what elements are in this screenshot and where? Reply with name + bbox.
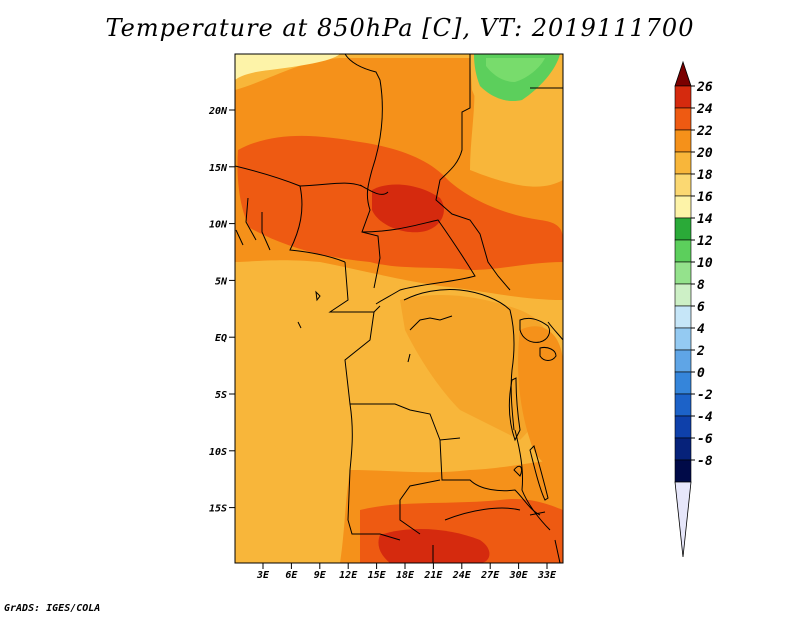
colorbar-label: 12 <box>697 234 713 249</box>
colorbar-label: 2 <box>696 344 705 359</box>
colorbar-label: 20 <box>696 146 713 161</box>
colorbar-label: 26 <box>696 80 713 95</box>
grads-credit: GrADS: IGES/COLA <box>4 603 101 614</box>
colorbar-label: 4 <box>697 322 705 337</box>
lat-tick-label: 20N <box>208 106 228 117</box>
lon-tick-label: 27E <box>480 570 500 581</box>
colorbar-label: 22 <box>696 124 713 139</box>
colorbar-label: 10 <box>697 256 713 271</box>
colorbar-label: 8 <box>697 278 705 293</box>
lat-tick-label: 5S <box>215 390 227 401</box>
colorbar-box <box>674 261 692 285</box>
lat-tick-label: 15N <box>209 163 228 174</box>
lon-tick-label: 15E <box>368 570 387 581</box>
lat-tick-label: 15S <box>209 504 227 515</box>
colorbar-label: 16 <box>697 190 713 205</box>
colorbar-box <box>674 459 692 483</box>
latitude-axis: 20N 15N 10N 5N EQ 5S 10S 15S <box>208 106 235 515</box>
colorbar-label: 24 <box>696 102 713 117</box>
map-title: Temperature at 850hPa [C], VT: 201911170… <box>105 14 695 42</box>
lon-tick-label: 12E <box>339 570 358 581</box>
colorbar-box <box>674 151 692 175</box>
colorbar-label: -2 <box>697 388 713 403</box>
colorbar-box <box>674 415 692 439</box>
lat-tick-label: EQ <box>215 333 227 344</box>
colorbar-box <box>674 349 692 373</box>
colorbar-box <box>674 239 692 263</box>
lon-tick-label: 30E <box>509 570 529 581</box>
colorbar-label: 6 <box>697 300 705 315</box>
lon-tick-label: 18E <box>396 570 415 581</box>
colorbar-box <box>674 85 692 109</box>
colorbar-box <box>674 393 692 417</box>
colorbar-bottom-arrow <box>674 481 692 558</box>
colorbar-box <box>674 327 692 351</box>
colorbar-box <box>674 173 692 197</box>
longitude-axis: 3E 6E 9E 12E 15E 18E 21E 24E 27E 30E 33E <box>256 563 557 581</box>
colorbar-label: 18 <box>697 168 713 183</box>
colorbar-label: -6 <box>697 432 713 447</box>
lon-tick-label: 9E <box>314 570 327 581</box>
country-borders <box>235 54 563 563</box>
colorbar-box <box>674 283 692 307</box>
colorbar-label: 0 <box>697 366 705 381</box>
temperature-field <box>235 54 563 563</box>
lon-tick-label: 6E <box>285 570 298 581</box>
lon-tick-label: 24E <box>452 570 472 581</box>
colorbar-box <box>674 437 692 461</box>
lon-tick-label: 21E <box>423 570 443 581</box>
colorbar-top-arrow <box>674 60 692 87</box>
colorbar-box <box>674 217 692 241</box>
colorbar-box <box>674 129 692 153</box>
lon-tick-label: 33E <box>537 570 557 581</box>
colorbar-box <box>674 371 692 395</box>
lat-tick-label: 10N <box>209 220 228 231</box>
colorbar-label: -4 <box>697 410 713 425</box>
colorbar-label: 14 <box>697 212 713 227</box>
colorbar-box <box>674 195 692 219</box>
map-frame <box>234 53 564 564</box>
lat-tick-label: 10S <box>209 447 227 458</box>
colorbar-box <box>674 305 692 329</box>
colorbar-box <box>674 107 692 131</box>
lat-tick-label: 5N <box>215 276 228 287</box>
lon-tick-label: 3E <box>256 570 270 581</box>
colorbar-label: -8 <box>697 454 713 469</box>
